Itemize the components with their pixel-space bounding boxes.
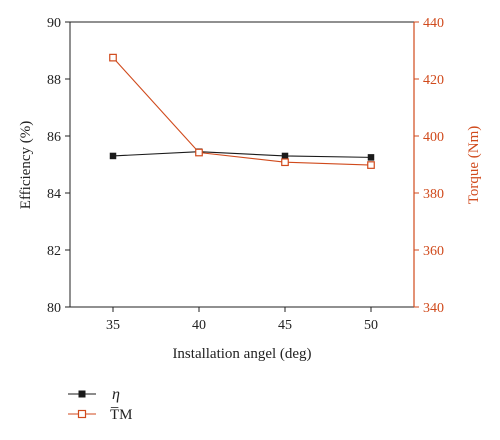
legend-item-eta: η [68, 386, 120, 403]
left-tick-label: 80 [47, 301, 61, 316]
series-0-point [109, 152, 117, 160]
legend-eta-label: η [112, 386, 120, 403]
legend-torque-label: T̅M [110, 407, 133, 423]
series-line-1 [112, 57, 372, 166]
right-tick-label: 380 [423, 187, 444, 202]
right-tick-label: 440 [423, 16, 444, 31]
x-tick-label: 45 [278, 318, 292, 333]
series-layer [109, 53, 375, 169]
right-tick-label: 420 [423, 73, 444, 88]
series-0-point [281, 152, 289, 160]
x-axis-ticks: 35 40 45 50 [106, 307, 378, 333]
series-0-point [367, 154, 375, 161]
left-tick-label: 90 [47, 16, 61, 31]
legend: η T̅M [68, 386, 133, 423]
left-tick-label: 82 [47, 244, 61, 259]
series-1-point [109, 53, 117, 62]
series-1-point [281, 158, 289, 167]
right-tick-label: 360 [423, 244, 444, 259]
right-tick-label: 400 [423, 130, 444, 145]
right-axis-ticks: 340 360 380 400 420 440 [414, 16, 444, 316]
left-tick-label: 88 [47, 73, 61, 88]
x-tick-label: 35 [106, 318, 120, 333]
series-line-0 [112, 151, 372, 158]
legend-torque-marker [77, 409, 87, 419]
legend-eta-marker [78, 390, 86, 398]
y-left-axis-label: Efficiency (%) [18, 121, 34, 209]
y-right-axis-label: Torque (Nm) [466, 126, 482, 205]
series-1-point [195, 148, 203, 157]
left-axis-ticks: 80 82 84 86 88 90 [47, 16, 70, 316]
right-tick-label: 340 [423, 301, 444, 316]
series-1-point [367, 161, 375, 169]
left-tick-label: 86 [47, 130, 61, 145]
x-axis-label: Installation angel (deg) [172, 346, 311, 362]
legend-item-torque: T̅M [68, 407, 133, 423]
x-tick-label: 40 [192, 318, 206, 333]
x-tick-label: 50 [364, 318, 378, 333]
left-tick-label: 84 [47, 187, 61, 202]
